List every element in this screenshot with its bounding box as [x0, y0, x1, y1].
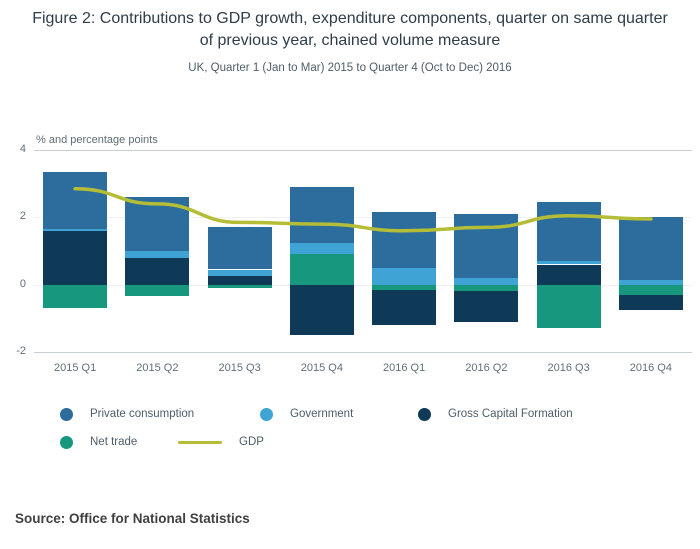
- legend-swatch-net-trade: [60, 435, 73, 449]
- bar-segment-government: [618, 279, 683, 285]
- bar-segment-gross-capital-formation: [618, 294, 683, 310]
- x-axis-label: 2015 Q3: [218, 362, 261, 374]
- bar-segment-net-trade: [289, 254, 354, 285]
- bar-segment-private-consumption: [372, 212, 437, 268]
- gridline: [34, 352, 692, 353]
- bar-segment-net-trade: [43, 284, 108, 309]
- bar-segment-government: [43, 229, 108, 231]
- bar-segment-gross-capital-formation: [289, 284, 354, 336]
- bar-segment-gross-capital-formation: [536, 264, 601, 285]
- source-note: Source: Office for National Statistics: [15, 511, 250, 526]
- x-axis-label: 2015 Q4: [300, 362, 343, 374]
- y-axis-tick-label: 0: [19, 277, 26, 290]
- bar-segment-government: [207, 269, 272, 277]
- gridline: [34, 150, 692, 151]
- plot-area: 4 2 0 -2 2015 Q1 2015 Q2 2015 Q3 2015 Q4 2016 Q1…: [16, 143, 692, 374]
- y-axis-tick-label: 2: [19, 210, 26, 223]
- bar-segment-gross-capital-formation: [43, 230, 108, 285]
- bar-segment-gross-capital-formation: [207, 276, 272, 285]
- x-axis-label: 2016 Q4: [629, 362, 672, 374]
- legend: Private consumption Government Gross Cap…: [0, 404, 700, 466]
- y-axis-tick-label: 4: [19, 143, 26, 155]
- legend-item-net-trade: Net trade: [60, 434, 137, 450]
- bar-segment-net-trade: [372, 284, 437, 290]
- y-axis-unit-label: % and percentage points: [36, 134, 158, 146]
- legend-label-gdp: GDP: [239, 436, 264, 448]
- bar-segment-gross-capital-formation: [125, 257, 190, 285]
- chart-title: Figure 2: Contributions to GDP growth, e…: [32, 10, 668, 50]
- legend-swatch-government: [260, 407, 273, 421]
- bar-segment-net-trade: [454, 284, 519, 292]
- bar-segment-gross-capital-formation: [372, 289, 437, 325]
- x-axis-label: 2015 Q2: [136, 362, 179, 374]
- x-axis-label: 2016 Q2: [465, 362, 508, 374]
- bar-segment-private-consumption: [618, 217, 683, 280]
- legend-item-government: Government: [260, 406, 353, 422]
- legend-swatch-gross-capital-formation: [418, 407, 431, 421]
- legend-item-gdp: GDP: [178, 434, 264, 450]
- bar-segment-net-trade: [207, 284, 272, 289]
- x-axis-label: 2016 Q3: [547, 362, 590, 374]
- bar-segment-gross-capital-formation: [454, 291, 519, 322]
- bar-segment-government: [372, 267, 437, 285]
- legend-label-government: Government: [290, 408, 354, 420]
- gdp-line: [73, 186, 653, 233]
- x-axis-label: 2016 Q1: [382, 362, 426, 374]
- bar-segment-private-consumption: [536, 202, 601, 262]
- gridline: [34, 284, 692, 286]
- legend-label-net-trade: Net trade: [90, 436, 138, 448]
- legend-item-private-consumption: Private consumption: [60, 406, 194, 422]
- bar-segment-government: [536, 261, 601, 265]
- x-axis-label: 2015 Q1: [53, 362, 97, 374]
- legend-label-gross-capital-formation: Gross Capital Formation: [448, 408, 573, 420]
- legend-swatch-gdp-line: [178, 440, 222, 444]
- y-axis-tick-label: -2: [16, 345, 26, 357]
- bar-segment-private-consumption: [289, 187, 354, 243]
- legend-swatch-private-consumption: [60, 407, 73, 421]
- legend-item-gross-capital-formation: Gross Capital Formation: [418, 406, 573, 422]
- bar-segment-net-trade: [618, 284, 683, 295]
- gridline: [34, 217, 692, 219]
- bar-segment-private-consumption: [43, 171, 108, 230]
- bar-segment-government: [289, 242, 354, 255]
- bar-segment-government: [125, 251, 190, 258]
- legend-label-private-consumption: Private consumption: [90, 408, 195, 420]
- bar-segment-private-consumption: [207, 227, 272, 270]
- chart-subtitle: UK, Quarter 1 (Jan to Mar) 2015 to Quart…: [188, 62, 512, 74]
- bar-segment-government: [454, 277, 519, 285]
- bar-segment-net-trade: [125, 284, 190, 297]
- bar-segment-net-trade: [536, 284, 601, 329]
